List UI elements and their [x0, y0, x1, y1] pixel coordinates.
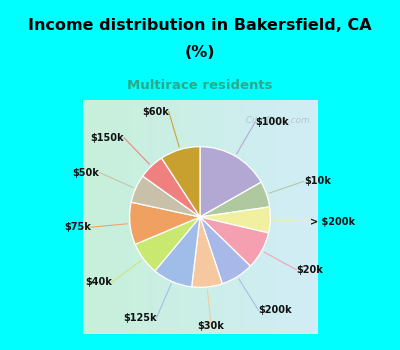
Text: $40k: $40k [85, 277, 112, 287]
Text: $125k: $125k [123, 313, 156, 323]
Wedge shape [200, 182, 270, 217]
Text: $20k: $20k [296, 265, 323, 275]
Wedge shape [192, 217, 222, 287]
Wedge shape [135, 217, 200, 271]
Wedge shape [162, 147, 200, 217]
Wedge shape [200, 207, 270, 233]
Text: City-Data.com: City-Data.com [240, 116, 310, 125]
Wedge shape [200, 217, 250, 284]
Wedge shape [200, 147, 261, 217]
Text: $50k: $50k [73, 168, 100, 178]
Text: $75k: $75k [64, 222, 91, 232]
Text: > $200k: > $200k [310, 217, 355, 227]
Text: $60k: $60k [142, 107, 169, 117]
Wedge shape [200, 217, 268, 266]
Wedge shape [130, 202, 200, 244]
Text: $150k: $150k [90, 133, 124, 143]
Text: $10k: $10k [304, 176, 331, 186]
Text: Income distribution in Bakersfield, CA: Income distribution in Bakersfield, CA [28, 18, 372, 33]
Text: Multirace residents: Multirace residents [127, 79, 273, 92]
Text: (%): (%) [185, 45, 215, 60]
Wedge shape [155, 217, 200, 287]
Wedge shape [131, 176, 200, 217]
Text: $30k: $30k [198, 321, 225, 331]
Text: $200k: $200k [258, 305, 292, 315]
Text: $100k: $100k [255, 117, 289, 127]
Wedge shape [143, 158, 200, 217]
